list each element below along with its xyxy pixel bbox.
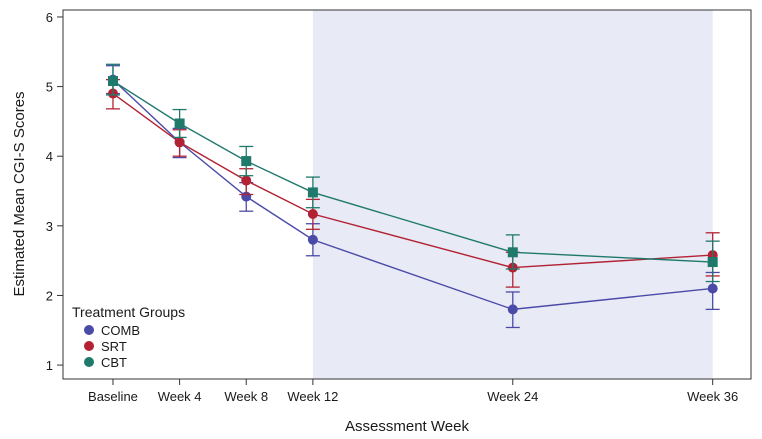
y-tick-label: 3: [46, 219, 53, 234]
x-tick-label: Week 8: [224, 389, 268, 404]
legend-marker-srt: [84, 341, 94, 351]
y-axis-title: Estimated Mean CGI-S Scores: [11, 91, 28, 296]
series-line: [112, 80, 713, 263]
y-tick-label: 4: [46, 149, 53, 164]
y-tick-label: 5: [46, 80, 53, 95]
y-tick-label: 2: [46, 288, 53, 303]
data-point: [174, 137, 185, 148]
legend-marker-comb: [84, 325, 94, 335]
legend-label-comb: COMB: [101, 323, 140, 338]
data-point: [307, 234, 318, 245]
x-axis-title: Assessment Week: [345, 418, 469, 435]
legend-marker-cbt: [84, 357, 94, 367]
x-axis-ticks: Baseline Week 4 Week 8 Week 12 Week 24 Week 3…: [88, 379, 738, 404]
series-cbt: [105, 63, 720, 283]
data-point: [707, 283, 718, 294]
data-point: [174, 118, 185, 129]
series-layer: [105, 63, 720, 329]
data-point: [707, 257, 718, 268]
series-line: [112, 92, 713, 269]
x-tick-label: Week 36: [687, 389, 738, 404]
data-point: [241, 156, 252, 167]
plot-frame: [62, 9, 752, 380]
y-tick-label: 1: [46, 358, 53, 373]
series-line: [112, 79, 713, 311]
legend-label-cbt: CBT: [101, 355, 127, 370]
data-point: [507, 304, 518, 315]
data-point: [107, 76, 118, 87]
x-tick-label: Week 4: [158, 389, 202, 404]
legend-label-srt: SRT: [101, 339, 127, 354]
data-point: [507, 247, 518, 258]
x-tick-label: Week 24: [487, 389, 538, 404]
legend-title: Treatment Groups: [72, 304, 185, 320]
data-point: [241, 175, 252, 186]
y-axis-ticks: 1 2 3 4 5 6: [46, 10, 63, 373]
data-point: [307, 208, 318, 219]
x-tick-label: Baseline: [88, 389, 138, 404]
x-tick-label: Week 12: [287, 389, 338, 404]
y-tick-label: 6: [46, 10, 53, 25]
data-point: [307, 187, 318, 198]
